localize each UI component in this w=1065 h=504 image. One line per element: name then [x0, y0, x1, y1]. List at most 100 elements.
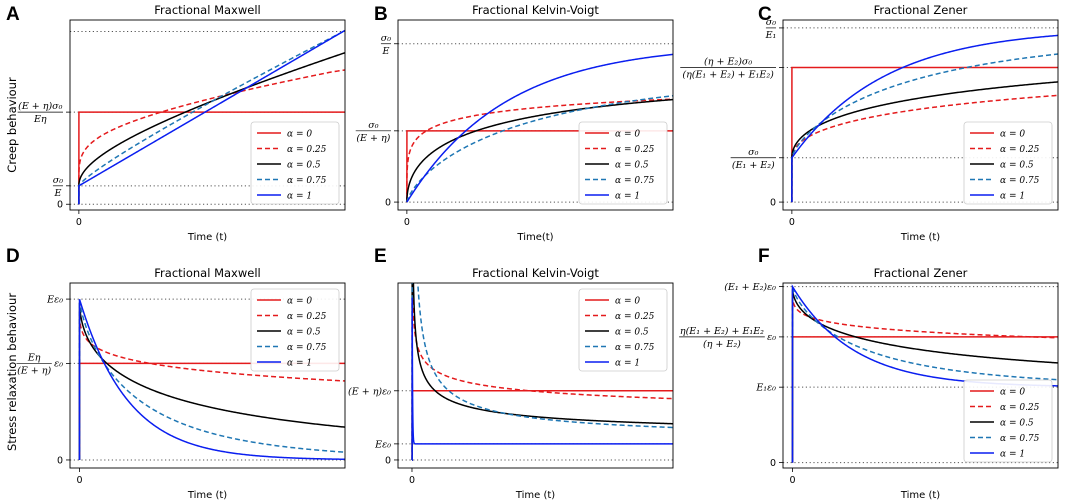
y-tick-label: (E₁ + E₂)ε₀ — [724, 282, 776, 293]
y-tick-label: E₁ε₀ — [755, 383, 776, 394]
y-tick-label: 0 — [385, 198, 391, 209]
legend-label: α = 0.5 — [287, 161, 321, 171]
legend-label: α = 0.75 — [615, 343, 655, 353]
legend-label: α = 0.5 — [615, 328, 649, 338]
legend-label: α = 0.75 — [615, 176, 655, 186]
axes-frame — [397, 282, 674, 469]
x-axis-label: Time (t) — [515, 490, 555, 501]
panel-letter: D — [6, 246, 20, 267]
y-tick-label: σ₀ E — [381, 33, 391, 57]
panel-A: A Fractional Maxwell 0 Time (t) (E + η)σ₀ Eη σ… — [6, 3, 346, 243]
svg-text:(E₁ + E₂): (E₁ + E₂) — [732, 160, 775, 171]
legend-label: α = 0.5 — [1000, 161, 1034, 171]
legend-label: α = 0.25 — [1000, 403, 1040, 413]
svg-text:σ₀: σ₀ — [748, 147, 758, 158]
series-alpha-0_75 — [78, 29, 345, 205]
legend-label: α = 1 — [615, 359, 640, 369]
axes-frame — [69, 282, 346, 469]
series-alpha-0_5 — [791, 288, 1058, 463]
panel-title: Fractional Maxwell — [154, 3, 260, 17]
x-axis-label: Time (t) — [900, 232, 940, 243]
legend-label: α = 1 — [1000, 450, 1025, 460]
legend: α = 0 α = 0.25 α = 0.5 α = 0.75 α = 1 — [963, 379, 1053, 463]
svg-text:Eη: Eη — [27, 352, 41, 363]
svg-text:σ₀: σ₀ — [53, 175, 63, 186]
legend-label: α = 0.25 — [1000, 145, 1040, 155]
y-tick-label: 0 — [57, 455, 63, 466]
svg-text:E: E — [53, 188, 61, 199]
legend-label: α = 0.75 — [287, 343, 327, 353]
x-axis-label: Time (t) — [900, 490, 940, 501]
legend-label: α = 1 — [287, 359, 312, 369]
svg-text:(η + E₂)σ₀: (η + E₂)σ₀ — [704, 57, 752, 68]
axes-frame — [782, 282, 1059, 469]
panel-letter: F — [758, 246, 770, 267]
legend: α = 0 α = 0.25 α = 0.5 α = 0.75 α = 1 — [250, 288, 340, 372]
series-alpha-0 — [411, 390, 673, 461]
panel-letter: C — [758, 4, 772, 25]
series-alpha-0 — [791, 336, 1058, 463]
series-alpha-1 — [411, 297, 673, 461]
panel-B: B Fractional Kelvin-Voigt 0 Time(t) σ₀ Eσ₀ (E … — [355, 3, 674, 243]
y-tick-label: 0 — [770, 458, 776, 469]
svg-text:σ₀: σ₀ — [368, 120, 378, 131]
legend: α = 0 α = 0.25 α = 0.5 α = 0.75 α = 1 — [578, 121, 668, 205]
series-alpha-0_75 — [78, 299, 345, 460]
svg-text:(E + η)σ₀: (E + η)σ₀ — [18, 101, 63, 112]
legend-label: α = 1 — [615, 192, 640, 202]
svg-text:σ₀: σ₀ — [381, 33, 391, 44]
y-tick-label: (η + E₂)σ₀ (η(E₁ + E₂) + E₁E₂) — [680, 57, 776, 81]
series-alpha-0_25 — [78, 69, 345, 205]
y-tick-label: 0 — [385, 455, 391, 466]
series-alpha-0_25 — [411, 283, 673, 461]
panel-letter: E — [374, 246, 387, 267]
y-tick-label: Eη (E + η)ε₀ — [16, 352, 63, 376]
legend-label: α = 0.25 — [615, 312, 655, 322]
x-tick-label: 0 — [76, 475, 82, 486]
y-tick-label: σ₀ (E₁ + E₂) — [730, 147, 776, 171]
panel-title: Fractional Kelvin-Voigt — [472, 3, 599, 17]
legend-label: α = 0.25 — [287, 312, 327, 322]
y-tick-label: σ₀ E — [53, 175, 63, 199]
svg-text:σ₀: σ₀ — [766, 17, 776, 28]
series-alpha-0 — [791, 66, 1058, 203]
axes-frame — [69, 19, 346, 211]
legend-label: α = 0 — [287, 130, 312, 140]
svg-text:(E + η): (E + η) — [356, 133, 390, 144]
svg-text:(E + η): (E + η) — [17, 365, 51, 376]
panel-letter: B — [374, 4, 388, 25]
series-alpha-0_5 — [78, 52, 345, 205]
series-alpha-0_75 — [411, 283, 673, 461]
series-alpha-0_75 — [791, 286, 1058, 463]
svg-text:E: E — [381, 46, 389, 57]
y-tick-label: σ₀ (E + η) — [355, 120, 391, 144]
panel-F: F Fractional Zener 0 Time (t) (E₁ + E₂)ε₀ η(E… — [679, 246, 1059, 501]
legend-label: α = 0.25 — [287, 145, 327, 155]
y-tick-label: (E + η)ε₀ — [348, 386, 391, 397]
x-tick-label: 0 — [789, 217, 795, 228]
x-tick-label: 0 — [789, 475, 795, 486]
panel-letter: A — [6, 4, 20, 25]
y-tick-label: Eε₀ — [374, 439, 391, 450]
creep-row-label: Creep behaviour — [5, 77, 19, 173]
legend-label: α = 1 — [1000, 192, 1025, 202]
series-alpha-0_25 — [791, 94, 1058, 203]
legend-label: α = 0 — [1000, 130, 1025, 140]
series-alpha-1 — [791, 34, 1058, 203]
legend-label: α = 0.75 — [1000, 176, 1040, 186]
legend-label: α = 0.75 — [1000, 434, 1040, 444]
x-tick-label: 0 — [76, 217, 82, 228]
svg-text:E₁: E₁ — [765, 30, 777, 41]
svg-text:ε₀: ε₀ — [767, 332, 776, 343]
series-alpha-0_5 — [406, 98, 673, 203]
series-alpha-0 — [78, 111, 345, 205]
legend-label: α = 0.5 — [615, 161, 649, 171]
legend-label: α = 0 — [1000, 388, 1025, 398]
relaxation-row-label: Stress relaxation behaviour — [5, 293, 19, 451]
panel-E: E Fractional Kelvin-Voigt 0 Time (t) (E + η)… — [348, 246, 674, 501]
legend: α = 0 α = 0.25 α = 0.5 α = 0.75 α = 1 — [578, 288, 668, 372]
y-tick-label: Eε₀ — [46, 295, 63, 306]
legend-label: α = 0 — [287, 297, 312, 307]
legend-label: α = 0 — [615, 297, 640, 307]
